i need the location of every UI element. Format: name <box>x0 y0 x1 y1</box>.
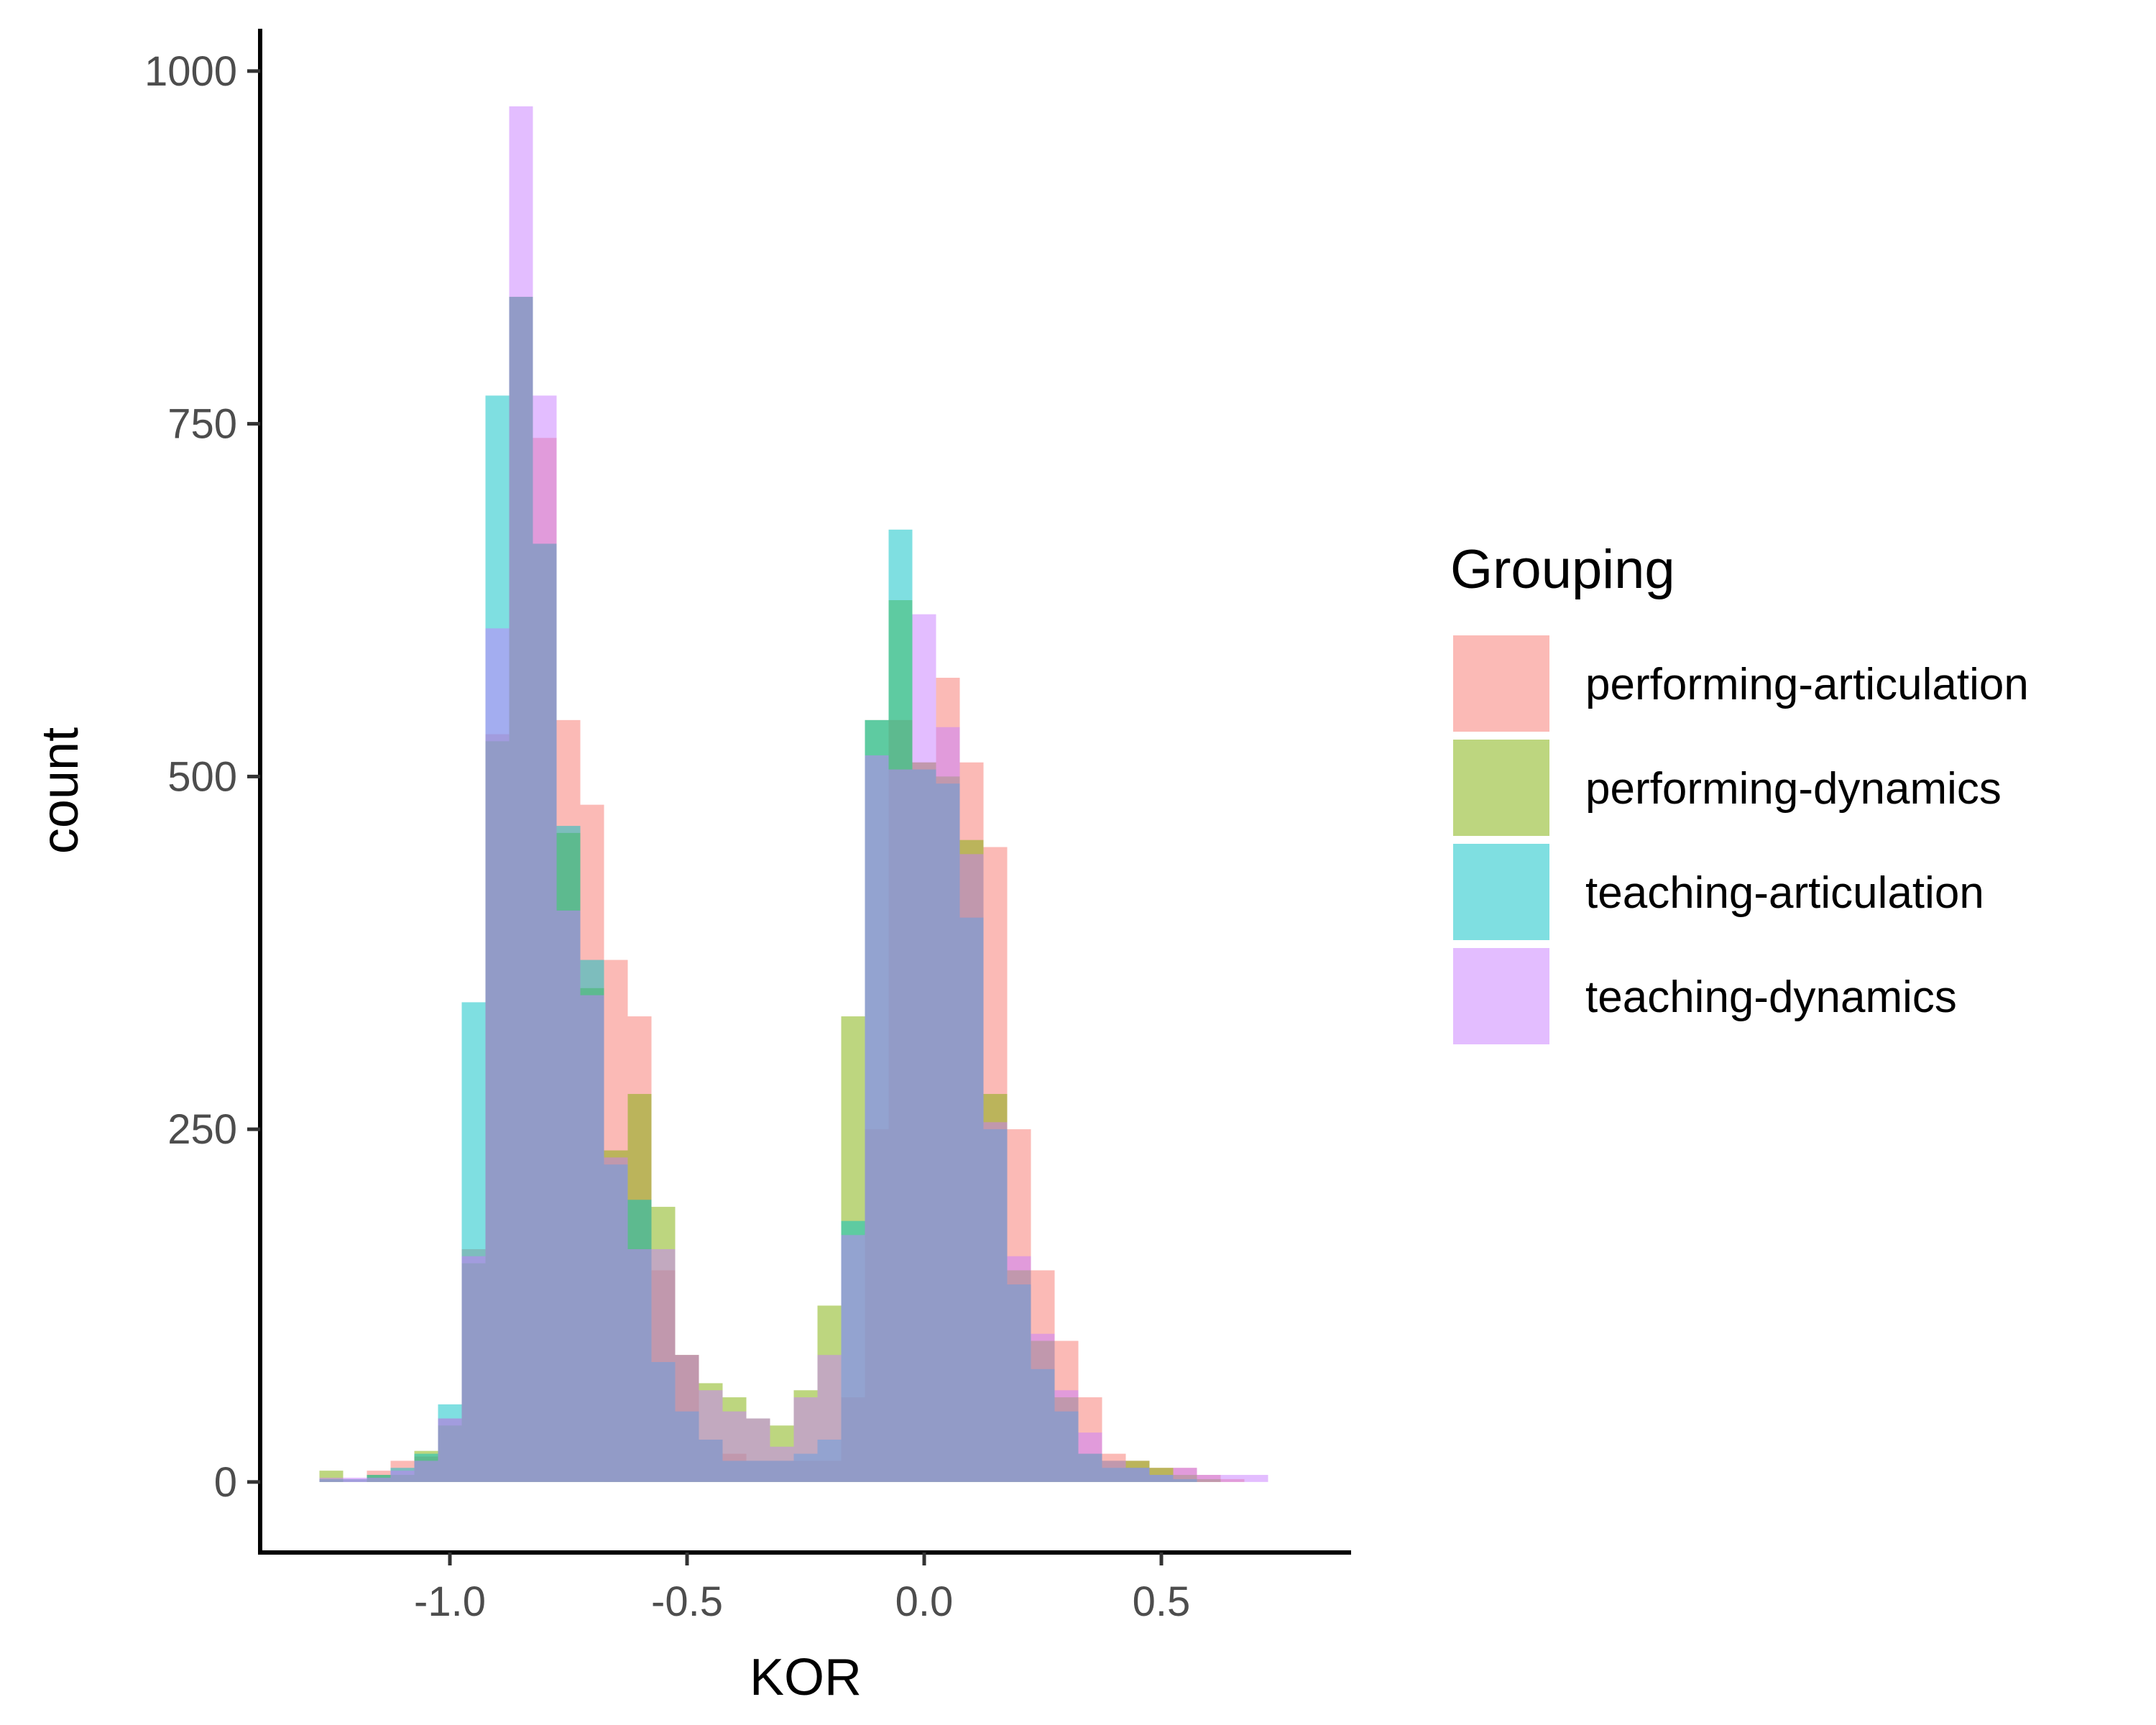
bar-teaching-dynamics-8 <box>485 628 510 1482</box>
x-axis-ticks: -1.0 -0.5 0.0 0.5 <box>414 1552 1190 1625</box>
series-teaching-articulation <box>319 296 1197 1482</box>
bar-teaching-dynamics-28 <box>959 854 984 1482</box>
bar-teaching-dynamics-17 <box>699 1390 723 1482</box>
bar-teaching-dynamics-27 <box>936 727 960 1482</box>
y-tick-label: 0 <box>214 1459 237 1506</box>
bar-teaching-dynamics-26 <box>912 614 936 1482</box>
legend-label-teaching-articulation: teaching-articulation <box>1585 868 1984 918</box>
y-tick-label: 250 <box>167 1106 237 1153</box>
bar-teaching-dynamics-21 <box>793 1397 818 1482</box>
x-tick-label: -0.5 <box>651 1578 723 1625</box>
bar-teaching-dynamics-15 <box>651 1248 676 1482</box>
legend-key-performing-dynamics <box>1453 740 1549 836</box>
bar-teaching-dynamics-6 <box>438 1418 462 1482</box>
series-teaching-dynamics <box>319 106 1268 1482</box>
bar-teaching-dynamics-14 <box>627 1248 652 1482</box>
bar-teaching-dynamics-32 <box>1054 1390 1079 1482</box>
legend-key-teaching-articulation <box>1453 844 1549 940</box>
legend-label-performing-dynamics: performing-dynamics <box>1585 764 2001 814</box>
legend-label-teaching-dynamics: teaching-dynamics <box>1585 972 1957 1022</box>
bar-teaching-dynamics-3 <box>367 1477 391 1482</box>
x-tick-label: -1.0 <box>414 1578 486 1625</box>
bar-teaching-dynamics-34 <box>1102 1460 1126 1482</box>
bar-teaching-dynamics-25 <box>888 769 913 1482</box>
series-performing-dynamics <box>319 296 1221 1482</box>
bar-teaching-dynamics-31 <box>1031 1333 1055 1482</box>
bar-teaching-dynamics-7 <box>461 1256 486 1482</box>
bar-teaching-dynamics-12 <box>580 995 604 1482</box>
bar-teaching-dynamics-33 <box>1078 1432 1102 1482</box>
legend-title: Grouping <box>1450 539 1675 600</box>
bar-teaching-dynamics-20 <box>770 1446 794 1482</box>
bar-teaching-dynamics-37 <box>1173 1468 1197 1482</box>
bar-teaching-dynamics-13 <box>604 1157 628 1482</box>
y-axis-ticks: 0 250 500 750 1000 <box>144 48 260 1506</box>
bar-teaching-dynamics-18 <box>722 1411 747 1482</box>
legend-items: performing-articulation performing-dynami… <box>1453 635 2029 1044</box>
bar-teaching-dynamics-10 <box>533 395 557 1482</box>
y-axis-title: count <box>32 727 89 854</box>
histogram-bars <box>319 106 1268 1482</box>
bar-teaching-dynamics-38 <box>1197 1475 1221 1482</box>
bar-teaching-dynamics-11 <box>556 910 581 1482</box>
bar-teaching-dynamics-16 <box>675 1355 699 1482</box>
axes: -1.0 -0.5 0.0 0.5 0 250 500 750 1000 <box>144 29 1351 1625</box>
bar-teaching-dynamics-1 <box>319 1477 344 1482</box>
legend-label-performing-articulation: performing-articulation <box>1585 660 2029 709</box>
y-tick-label: 750 <box>167 401 237 448</box>
bar-teaching-dynamics-4 <box>390 1471 415 1482</box>
bar-teaching-dynamics-39 <box>1220 1475 1245 1482</box>
bar-teaching-dynamics-29 <box>983 1122 1008 1482</box>
legend-key-teaching-dynamics <box>1453 948 1549 1044</box>
x-tick-label: 0.0 <box>895 1578 954 1625</box>
bar-teaching-dynamics-24 <box>865 755 889 1482</box>
bar-teaching-dynamics-35 <box>1125 1468 1150 1482</box>
x-tick-label: 0.5 <box>1133 1578 1191 1625</box>
bar-teaching-dynamics-5 <box>414 1460 438 1482</box>
bar-teaching-dynamics-23 <box>841 1235 865 1482</box>
legend: Grouping performing-articulationperformi… <box>1450 539 2029 1044</box>
series-performing-articulation <box>319 296 1245 1482</box>
bar-teaching-dynamics-2 <box>343 1477 367 1482</box>
y-tick-label: 500 <box>167 753 237 800</box>
bar-teaching-dynamics-30 <box>1007 1256 1031 1482</box>
bar-teaching-dynamics-40 <box>1244 1475 1268 1482</box>
bar-teaching-dynamics-9 <box>509 106 533 1482</box>
bar-teaching-dynamics-36 <box>1149 1475 1174 1482</box>
bar-teaching-dynamics-22 <box>817 1355 842 1482</box>
legend-key-performing-articulation <box>1453 635 1549 732</box>
y-tick-label: 1000 <box>144 48 237 95</box>
bar-teaching-dynamics-19 <box>746 1418 770 1482</box>
x-axis-title: KOR <box>750 1649 862 1706</box>
